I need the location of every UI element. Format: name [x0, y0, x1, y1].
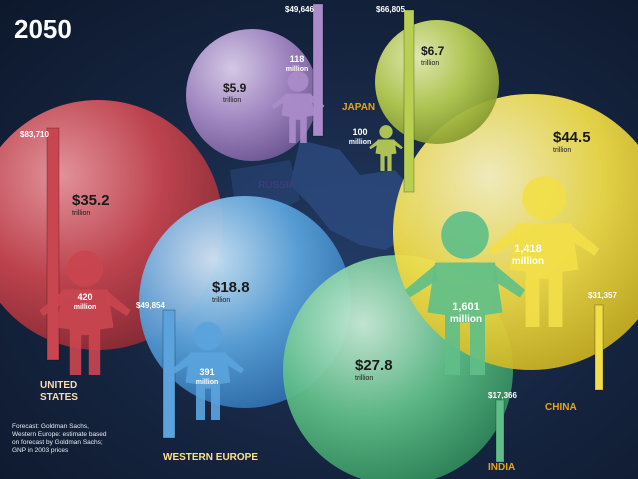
per-capita-label-western-europe: $49,854	[136, 301, 165, 310]
region-name-united-states: STATES	[40, 392, 78, 403]
gnp-unit-japan: trillion	[421, 60, 439, 67]
gnp-value-india: $27.8	[355, 357, 393, 374]
gnp-value-united-states: $35.2	[72, 192, 110, 209]
gnp-value-western-europe: $18.8	[212, 279, 250, 296]
person-icon-russia	[271, 70, 325, 143]
population-value-united-states: 420	[77, 292, 92, 302]
bubble-russia	[186, 29, 318, 161]
gnp-unit-russia: trillion	[223, 97, 241, 104]
population-value-china: 1,418	[514, 243, 542, 255]
gnp-unit-western-europe: trillion	[212, 297, 230, 304]
per-capita-bar-china	[594, 304, 604, 391]
population-value-india: 1,601	[452, 301, 480, 313]
region-name-china: CHINA	[545, 402, 577, 413]
per-capita-bar-russia	[312, 3, 324, 137]
region-name-united-states: UNITED	[40, 380, 77, 391]
per-capita-bar-western-europe	[162, 309, 176, 439]
per-capita-label-india: $17,366	[488, 391, 517, 400]
population-value-japan: 100	[352, 127, 367, 137]
footnote-line: Western Europe: estimate based	[12, 431, 107, 438]
population-unit-china: million	[512, 256, 544, 267]
region-name-russia: RUSSIA	[258, 180, 296, 191]
bubble-japan	[375, 20, 499, 144]
person-icon-japan	[369, 125, 403, 171]
chart-title: 2050	[14, 14, 72, 44]
footnote-line: GNP in 2003 prices	[12, 447, 69, 454]
per-capita-label-japan: $66,805	[376, 5, 405, 14]
population-unit-united-states: million	[74, 304, 97, 311]
region-name-india: INDIA	[488, 462, 515, 473]
population-value-russia: 118	[290, 54, 305, 64]
map-silhouette	[290, 140, 420, 250]
person-icon-united-states	[39, 250, 131, 375]
population-unit-japan: million	[349, 139, 372, 146]
population-unit-russia: million	[286, 66, 309, 73]
region-name-western-europe: WESTERN EUROPE	[163, 452, 258, 463]
gnp-value-russia: $5.9	[223, 81, 247, 95]
footnote-line: on forecast by Goldman Sachs;	[12, 439, 103, 446]
per-capita-label-china: $31,357	[588, 291, 617, 300]
gnp-value-japan: $6.7	[421, 44, 445, 58]
person-icon-western-europe	[172, 321, 244, 420]
per-capita-label-russia: $49,646	[285, 5, 314, 14]
population-unit-western-europe: million	[196, 379, 219, 386]
gnp-unit-india: trillion	[355, 375, 373, 382]
per-capita-bar-japan	[403, 9, 415, 193]
per-capita-bar-india	[495, 399, 505, 463]
footnote: Forecast: Goldman Sachs, Western Europe:…	[12, 423, 107, 454]
region-name-japan: JAPAN	[342, 102, 375, 113]
gnp-value-china: $44.5	[553, 129, 591, 146]
gnp-unit-china: trillion	[553, 147, 571, 154]
per-capita-label-united-states: $83,710	[20, 130, 49, 139]
footnote-line: Forecast: Goldman Sachs,	[12, 423, 89, 430]
population-unit-india: million	[450, 314, 482, 325]
population-value-western-europe: 391	[199, 367, 214, 377]
gnp-unit-united-states: trillion	[72, 210, 90, 217]
person-icon-china	[488, 176, 600, 327]
person-icon-india	[405, 211, 525, 375]
